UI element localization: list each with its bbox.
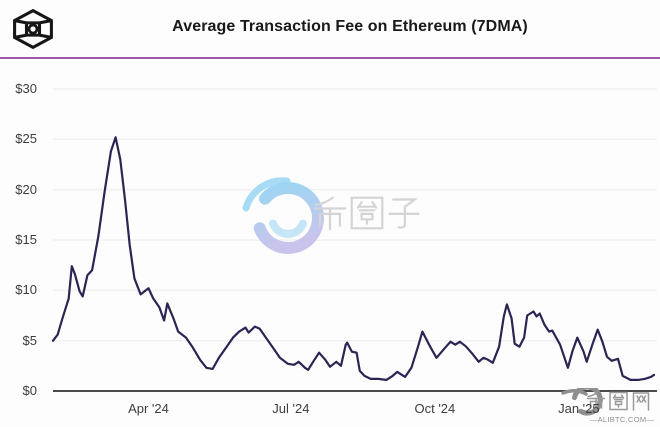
- y-axis-tick-label: $30: [15, 81, 37, 96]
- chart-title: Average Transaction Fee on Ethereum (7DM…: [172, 18, 528, 35]
- fee-line-series: [51, 136, 656, 381]
- y-axis-tick-label: $25: [15, 131, 37, 147]
- y-axis-tick-label: $20: [15, 181, 37, 197]
- y-axis-tick-label: $10: [15, 282, 37, 298]
- x-axis-tick-label: Jan '25: [558, 401, 600, 416]
- header-divider: [0, 57, 660, 59]
- y-axis-tick-label: $15: [15, 232, 37, 247]
- y-axis-tick-label: $5: [22, 332, 37, 348]
- wireframe-cube-logo-icon: [13, 8, 53, 50]
- x-axis-tick-label: Apr '24: [128, 401, 169, 416]
- x-axis-tick-label: Oct '24: [414, 401, 456, 416]
- x-axis-tick-label: Jul '24: [272, 401, 310, 416]
- y-axis-tick-label: $0: [22, 383, 37, 398]
